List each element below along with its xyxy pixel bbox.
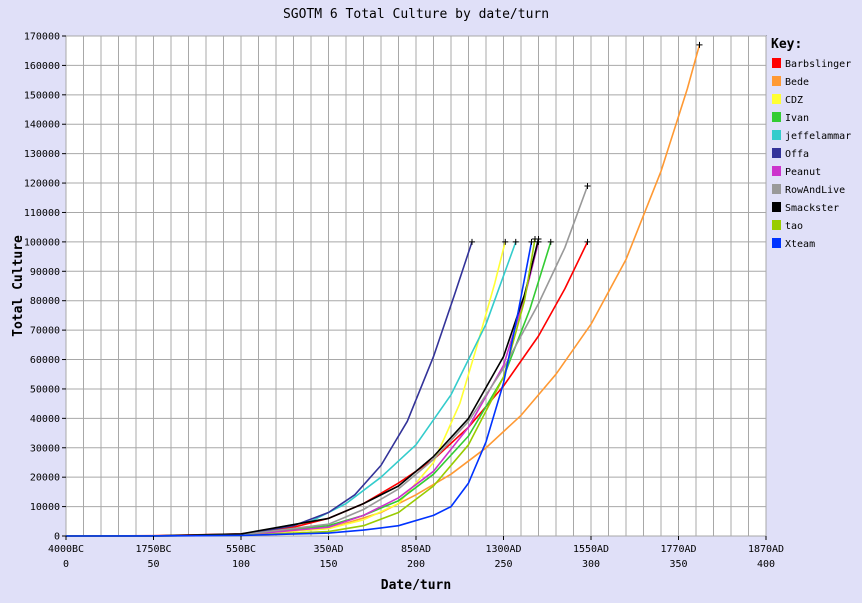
series-line-smackster <box>65 238 540 537</box>
y-tick-label: 70000 <box>30 326 60 337</box>
x-tick-date-label: 350AD <box>313 544 343 555</box>
x-axis-label: Date/turn <box>381 578 451 593</box>
y-tick-label: 20000 <box>30 473 60 484</box>
legend: Key: Barbslinger Bede CDZ Ivan jeffelammar Of… <box>771 37 851 250</box>
legend-swatch <box>772 94 781 104</box>
legend-label: RowAndLive <box>785 185 845 196</box>
series-line-xteam <box>65 241 533 537</box>
legend-label: Bede <box>785 77 809 88</box>
series-lines <box>65 41 703 537</box>
y-tick-label: 160000 <box>24 61 60 72</box>
y-tick-label: 10000 <box>30 502 60 513</box>
legend-label: CDZ <box>785 95 803 106</box>
legend-swatch <box>772 58 781 68</box>
legend-label: Barbslinger <box>785 59 851 70</box>
x-tick-date-label: 850AD <box>401 544 431 555</box>
x-axis-ticks: 4000BC 0 1750BC 50 550BC 100 350AD 150 850AD 200 1… <box>48 536 784 570</box>
y-tick-label: 150000 <box>24 90 60 101</box>
x-tick-turn-label: 300 <box>582 559 600 570</box>
series-end-marker <box>532 235 538 242</box>
legend-swatch <box>772 220 781 230</box>
series-end-marker <box>512 238 519 245</box>
x-tick-turn-label: 100 <box>232 559 250 570</box>
y-tick-label: 30000 <box>30 443 60 454</box>
y-tick-label: 40000 <box>30 414 60 425</box>
y-axis-ticks: 0 10000 20000 30000 40000 50000 60000 70000 8000… <box>24 32 66 543</box>
x-tick-turn-label: 250 <box>494 559 512 570</box>
x-tick-date-label: 1750BC <box>135 544 171 555</box>
y-tick-label: 100000 <box>24 237 60 248</box>
legend-swatch <box>772 184 781 194</box>
y-tick-label: 80000 <box>30 296 60 307</box>
legend-label: Peanut <box>785 167 821 178</box>
series-end-marker <box>502 238 509 245</box>
x-tick-date-label: 1550AD <box>573 544 609 555</box>
x-tick-turn-label: 0 <box>63 559 69 570</box>
chart-title: SGOTM 6 Total Culture by date/turn <box>283 7 549 22</box>
y-tick-label: 130000 <box>24 149 60 160</box>
y-tick-label: 110000 <box>24 208 60 219</box>
y-tick-label: 140000 <box>24 120 60 131</box>
legend-swatch <box>772 112 781 122</box>
y-tick-label: 50000 <box>30 384 60 395</box>
legend-label: jeffelammar <box>785 131 851 142</box>
y-tick-label: 0 <box>54 532 60 543</box>
x-tick-turn-label: 200 <box>407 559 425 570</box>
legend-label: Offa <box>785 149 809 160</box>
y-tick-label: 60000 <box>30 355 60 366</box>
series-end-marker <box>584 238 591 245</box>
x-tick-turn-label: 400 <box>757 559 775 570</box>
x-tick-date-label: 4000BC <box>48 544 84 555</box>
legend-swatch <box>772 148 781 158</box>
x-tick-date-label: 1870AD <box>748 544 784 555</box>
series-end-marker <box>547 238 554 245</box>
series-end-marker <box>528 238 535 245</box>
legend-swatch <box>772 130 781 140</box>
legend-label: Ivan <box>785 113 809 124</box>
y-tick-label: 90000 <box>30 267 60 278</box>
y-axis-label: Total Culture <box>11 235 26 337</box>
legend-label: Smackster <box>785 203 839 214</box>
legend-swatch <box>772 238 781 248</box>
legend-label: tao <box>785 221 803 232</box>
x-tick-turn-label: 350 <box>669 559 687 570</box>
series-end-marker <box>469 238 475 245</box>
legend-label: Xteam <box>785 239 815 250</box>
legend-title: Key: <box>771 37 802 52</box>
x-tick-date-label: 1300AD <box>485 544 521 555</box>
series-end-marker <box>696 41 703 48</box>
legend-swatch <box>772 202 781 212</box>
x-tick-turn-label: 50 <box>147 559 159 570</box>
x-tick-turn-label: 150 <box>319 559 337 570</box>
y-tick-label: 170000 <box>24 32 60 43</box>
legend-swatch <box>772 76 781 86</box>
series-end-marker <box>584 183 591 189</box>
legend-swatch <box>772 166 781 176</box>
grid <box>65 35 767 537</box>
x-tick-date-label: 1770AD <box>660 544 696 555</box>
x-tick-date-label: 550BC <box>226 544 256 555</box>
y-tick-label: 120000 <box>24 179 60 190</box>
